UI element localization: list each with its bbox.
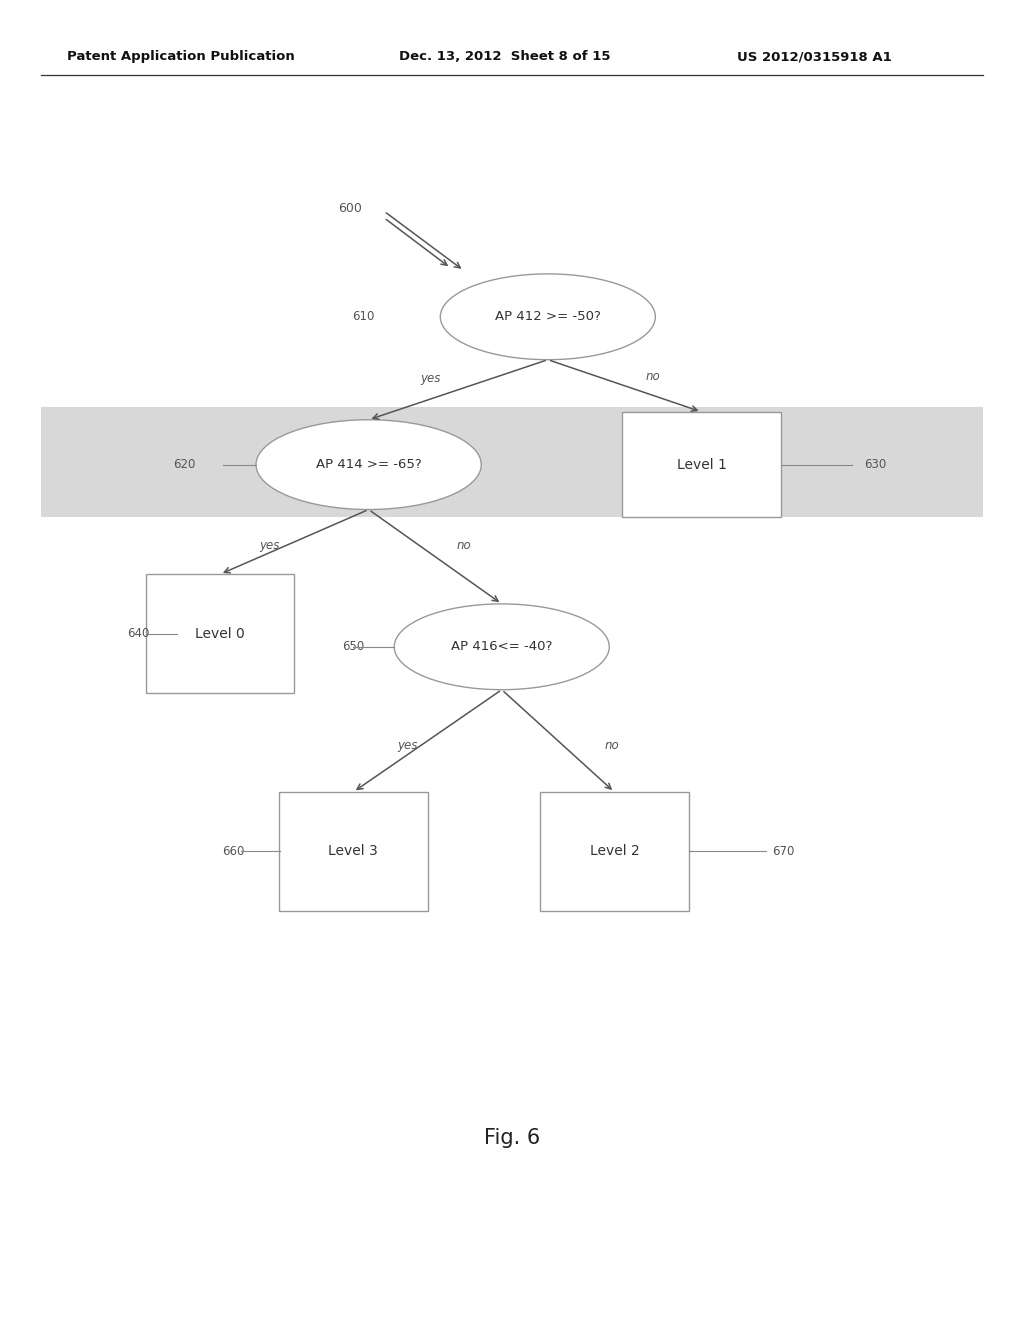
Ellipse shape xyxy=(394,605,609,689)
Text: AP 414 >= -65?: AP 414 >= -65? xyxy=(315,458,422,471)
Text: AP 416<= -40?: AP 416<= -40? xyxy=(452,640,552,653)
Bar xyxy=(41,407,983,517)
Text: 600: 600 xyxy=(338,202,361,215)
Text: Level 2: Level 2 xyxy=(590,845,639,858)
Text: no: no xyxy=(457,539,471,552)
Ellipse shape xyxy=(256,420,481,510)
Text: Fig. 6: Fig. 6 xyxy=(484,1127,540,1148)
Text: Level 3: Level 3 xyxy=(329,845,378,858)
Text: Level 1: Level 1 xyxy=(677,458,726,471)
Bar xyxy=(623,412,781,517)
Text: yes: yes xyxy=(259,539,280,552)
Text: US 2012/0315918 A1: US 2012/0315918 A1 xyxy=(737,50,892,63)
Ellipse shape xyxy=(440,273,655,359)
Text: 610: 610 xyxy=(352,310,375,323)
Text: no: no xyxy=(605,739,620,752)
Text: yes: yes xyxy=(420,372,440,385)
Text: Patent Application Publication: Patent Application Publication xyxy=(67,50,294,63)
Text: AP 412 >= -50?: AP 412 >= -50? xyxy=(495,310,601,323)
Text: 620: 620 xyxy=(173,458,196,471)
Text: Dec. 13, 2012  Sheet 8 of 15: Dec. 13, 2012 Sheet 8 of 15 xyxy=(399,50,611,63)
Text: yes: yes xyxy=(397,739,418,752)
Text: 660: 660 xyxy=(222,845,245,858)
Text: 640: 640 xyxy=(127,627,150,640)
Text: 670: 670 xyxy=(772,845,795,858)
Bar xyxy=(541,792,688,911)
Bar xyxy=(279,792,428,911)
Bar xyxy=(146,574,295,693)
Text: 650: 650 xyxy=(342,640,365,653)
Text: Level 0: Level 0 xyxy=(196,627,245,640)
Text: no: no xyxy=(646,370,660,383)
Text: 630: 630 xyxy=(864,458,887,471)
